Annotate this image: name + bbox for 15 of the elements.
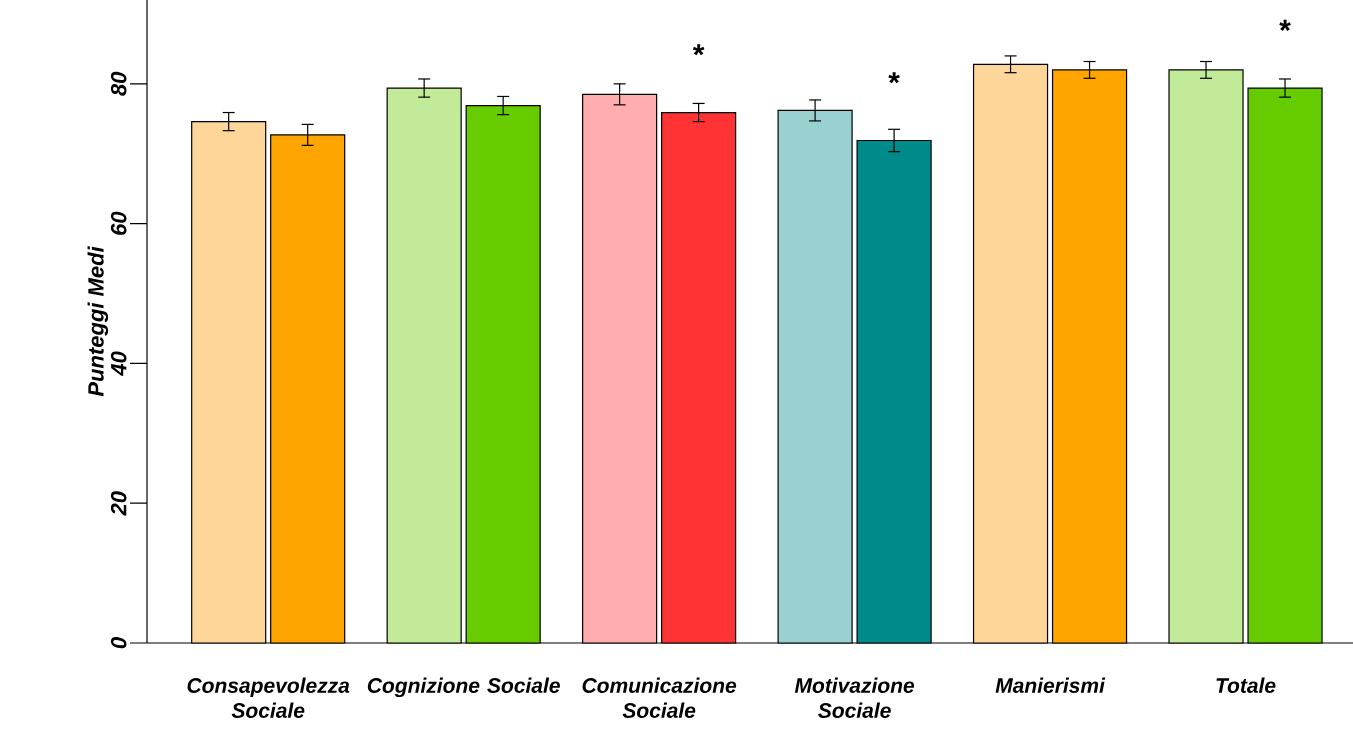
annotation: * [888, 72, 900, 84]
annotation: * [1279, 19, 1291, 31]
x-tick-label: Comunicazione Sociale [582, 677, 737, 718]
y-tick-label: 40 [110, 351, 127, 377]
x-tick-label: Manierismi [995, 677, 1106, 693]
x-tick-label: Motivazione Sociale [794, 677, 915, 718]
x-tick-label: Totale [1216, 677, 1276, 693]
annotation: * [692, 44, 705, 56]
x-tick-label: Cognizione Sociale [367, 677, 560, 698]
y-axis-title: Punteggi Medi [87, 245, 109, 397]
y-tick-label: 60 [110, 211, 127, 235]
y-tick-label: 80 [110, 71, 127, 96]
y-tick-label: 0 [110, 637, 127, 649]
y-tick-label: 20 [110, 491, 127, 516]
x-tick-label: Consapevolezza Sociale [187, 677, 350, 718]
